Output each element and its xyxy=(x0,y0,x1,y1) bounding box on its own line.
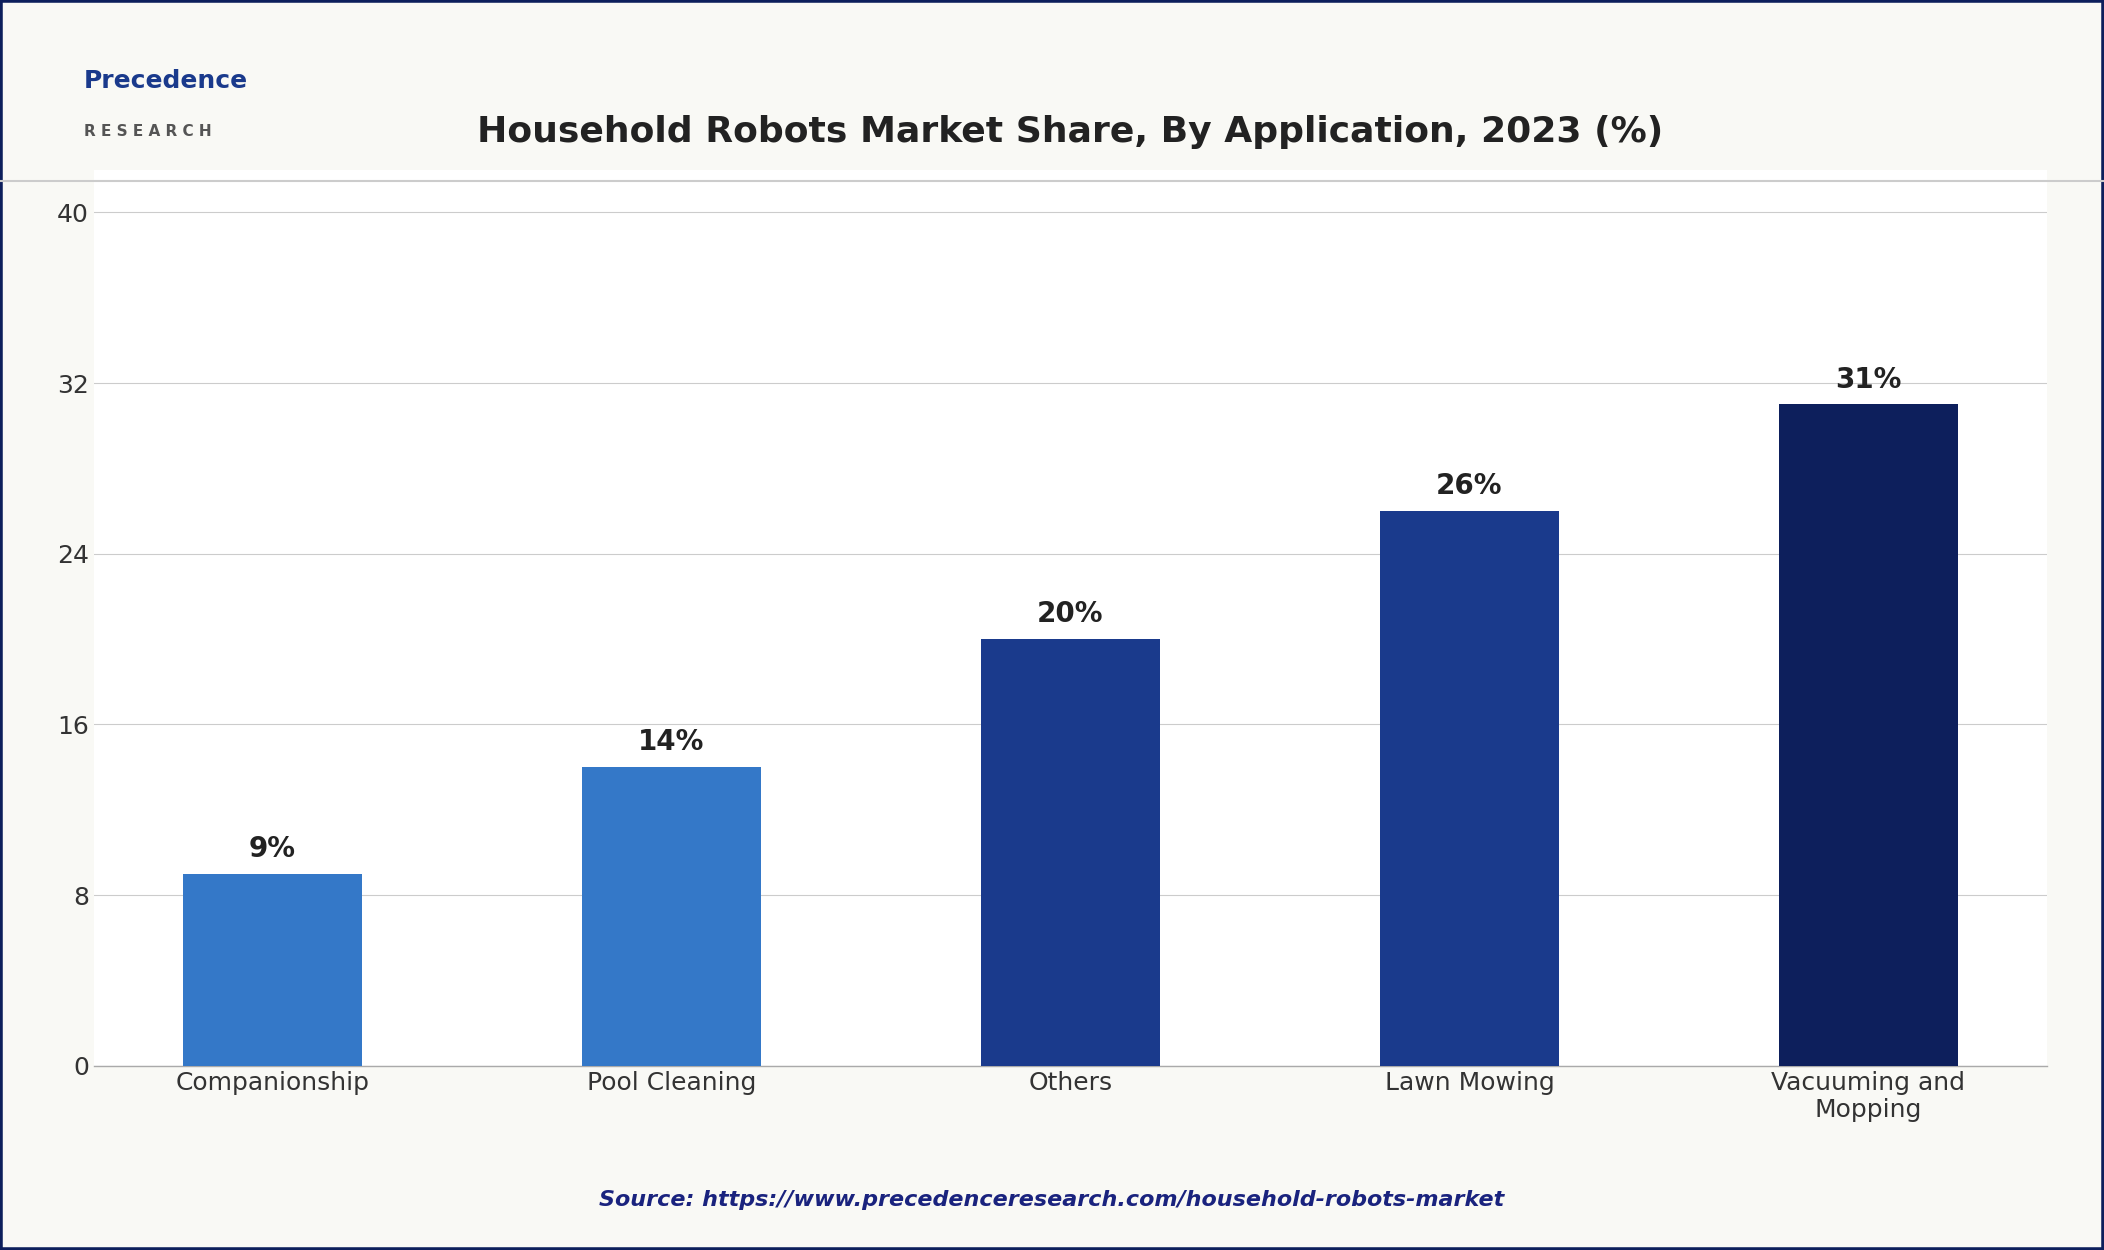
Bar xyxy=(581,768,762,1066)
Title: Household Robots Market Share, By Application, 2023 (%): Household Robots Market Share, By Applic… xyxy=(478,115,1664,149)
Text: 31%: 31% xyxy=(1835,366,1902,394)
Bar xyxy=(1380,511,1559,1066)
Text: Precedence: Precedence xyxy=(84,69,248,94)
Text: 20%: 20% xyxy=(1037,600,1105,629)
Text: Source: https://www.precedenceresearch.com/household-robots-market: Source: https://www.precedenceresearch.c… xyxy=(600,1190,1504,1210)
Text: 26%: 26% xyxy=(1437,472,1502,500)
Text: R E S E A R C H: R E S E A R C H xyxy=(84,124,213,139)
Text: 14%: 14% xyxy=(638,729,705,756)
Bar xyxy=(183,874,362,1066)
Bar xyxy=(980,639,1159,1066)
Text: 9%: 9% xyxy=(248,835,297,864)
Bar xyxy=(1778,405,1959,1066)
